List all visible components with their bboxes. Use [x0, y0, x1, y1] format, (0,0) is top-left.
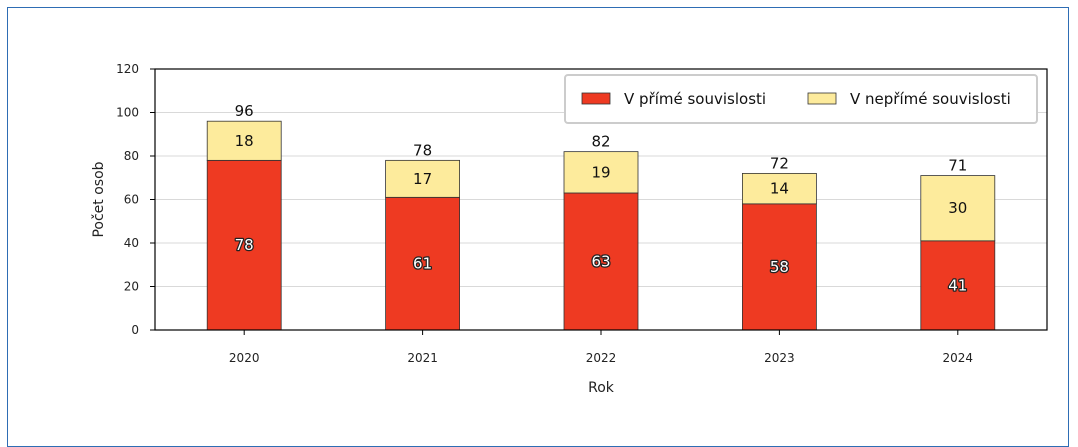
- y-tick-label-60: 60: [124, 193, 139, 207]
- x-tick-label-2020: 2020: [229, 351, 260, 365]
- bar-2023-v-neprime: [742, 172, 817, 205]
- y-tick-label-40: 40: [124, 236, 139, 250]
- bar-value-label-2021-v-prime: 61: [413, 255, 432, 273]
- bar-2022-v-neprime: [563, 151, 639, 194]
- y-axis-title: Počet osob: [91, 161, 107, 237]
- legend-swatch-v-neprime: [807, 92, 837, 105]
- bar-2024-v-neprime: [920, 175, 996, 242]
- legend-swatch-v-prime: [581, 92, 611, 105]
- bar-total-label-2024: 71: [948, 157, 967, 175]
- y-tick-label-0: 0: [131, 323, 139, 337]
- x-tick-label-2021: 2021: [407, 351, 438, 365]
- y-tick-label-100: 100: [116, 106, 139, 120]
- x-tick-label-2022: 2022: [586, 351, 617, 365]
- bar-value-label-2020-v-neprime: 18: [235, 132, 254, 150]
- x-axis: 2020 2021 2022 2023 2024: [229, 330, 973, 365]
- bar-value-label-2021-v-neprime: 17: [413, 170, 432, 188]
- legend-label-v-neprime: V nepřímé souvislosti: [850, 90, 1011, 108]
- bar-value-label-2022-v-prime: 63: [591, 252, 610, 270]
- bar-value-label-2024-v-prime: 41: [948, 276, 967, 294]
- x-tick-label-2023: 2023: [764, 351, 795, 365]
- bar-value-label-2020-v-prime: 78: [235, 236, 254, 254]
- y-tick-label-80: 80: [124, 149, 139, 163]
- x-tick-label-2024: 2024: [943, 351, 974, 365]
- legend-box: [564, 74, 1038, 124]
- x-axis-title: Rok: [588, 380, 615, 396]
- y-axis: 0 20 40 60 80 100 120: [116, 62, 155, 337]
- bar-value-label-2023-v-neprime: 14: [770, 180, 789, 198]
- bar-total-label-2022: 82: [591, 133, 610, 151]
- legend-label-v-prime: V přímé souvislosti: [624, 90, 766, 108]
- bar-value-label-2022-v-neprime: 19: [591, 163, 610, 181]
- bar-total-label-2023: 72: [770, 154, 789, 172]
- bar-total-label-2020: 96: [235, 102, 254, 120]
- stacked-bar-chart: 78 18 96 61 17 78 63 19 82 58 14 72 41 30 71 0 20 40 60 80…: [91, 62, 1048, 396]
- bar-total-label-2021: 78: [413, 141, 432, 159]
- bar-2021-v-neprime: [385, 159, 461, 198]
- bar-value-label-2023-v-prime: 58: [770, 258, 789, 276]
- y-tick-label-120: 120: [116, 62, 139, 76]
- y-tick-label-20: 20: [124, 280, 139, 294]
- bar-2023-v-prime: [742, 203, 817, 331]
- legend: V přímé souvislosti V nepřímé souvislost…: [564, 74, 1038, 124]
- bar-value-label-2024-v-neprime: 30: [948, 199, 967, 217]
- bars: 78 18 96 61 17 78 63 19 82 58 14 72 41 30 71: [206, 102, 996, 331]
- bar-2024-v-prime: [920, 240, 996, 331]
- bar-2020-v-neprime: [206, 120, 282, 161]
